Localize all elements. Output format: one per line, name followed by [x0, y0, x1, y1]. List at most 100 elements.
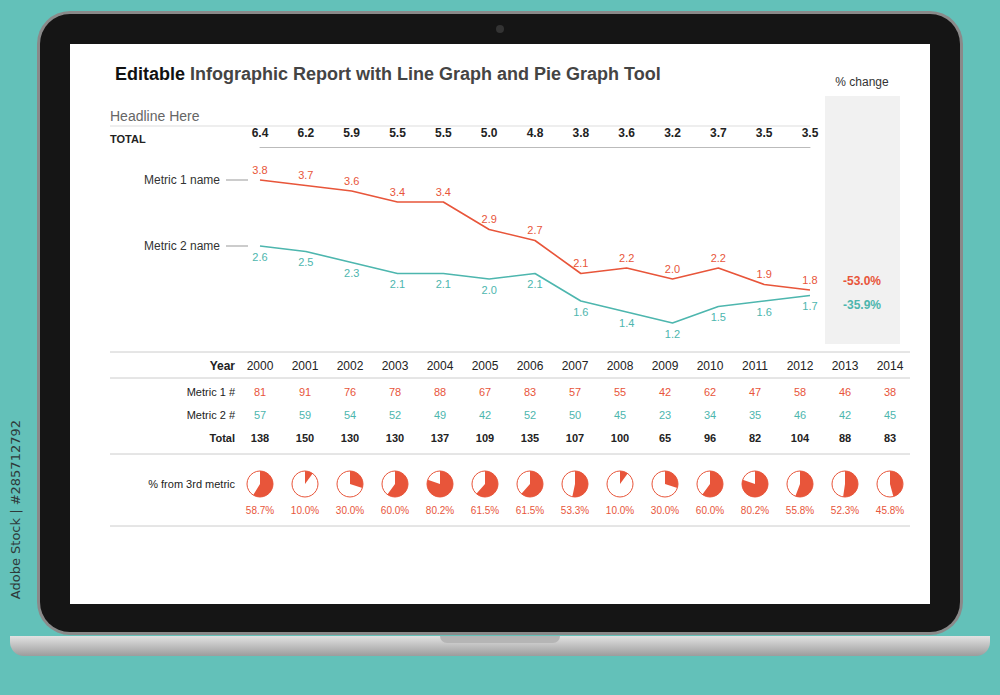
svg-text:2000: 2000: [247, 359, 274, 373]
svg-text:58: 58: [794, 386, 806, 398]
svg-text:3.6: 3.6: [618, 126, 635, 140]
svg-text:3.2: 3.2: [664, 126, 681, 140]
svg-text:Editable: Editable: [115, 64, 185, 84]
svg-text:54: 54: [344, 409, 356, 421]
svg-text:3.8: 3.8: [572, 126, 589, 140]
svg-text:2.1: 2.1: [527, 278, 542, 290]
svg-text:Metric 1 #: Metric 1 #: [187, 386, 236, 398]
svg-text:34: 34: [704, 409, 716, 421]
svg-text:78: 78: [389, 386, 401, 398]
svg-text:60.0%: 60.0%: [381, 505, 409, 516]
svg-text:1.9: 1.9: [757, 268, 772, 280]
svg-text:42: 42: [659, 386, 671, 398]
svg-text:130: 130: [341, 432, 359, 444]
svg-text:138: 138: [251, 432, 269, 444]
svg-text:TOTAL: TOTAL: [110, 133, 146, 145]
svg-text:1.6: 1.6: [757, 306, 772, 318]
svg-text:10.0%: 10.0%: [291, 505, 319, 516]
svg-text:49: 49: [434, 409, 446, 421]
svg-text:Metric 2 name: Metric 2 name: [144, 239, 220, 253]
svg-text:88: 88: [839, 432, 851, 444]
svg-text:1.7: 1.7: [802, 300, 817, 312]
svg-text:46: 46: [839, 386, 851, 398]
svg-text:3.7: 3.7: [298, 169, 313, 181]
svg-text:2011: 2011: [742, 359, 768, 373]
svg-text:59: 59: [299, 409, 311, 421]
svg-text:52: 52: [524, 409, 536, 421]
svg-text:42: 42: [479, 409, 491, 421]
svg-text:38: 38: [884, 386, 896, 398]
svg-text:42: 42: [839, 409, 851, 421]
svg-text:2005: 2005: [472, 359, 499, 373]
svg-text:107: 107: [566, 432, 584, 444]
svg-text:2.0: 2.0: [482, 284, 497, 296]
svg-text:96: 96: [704, 432, 716, 444]
svg-text:2.1: 2.1: [390, 278, 405, 290]
svg-text:6.4: 6.4: [252, 126, 269, 140]
svg-text:30.0%: 30.0%: [651, 505, 679, 516]
svg-text:100: 100: [611, 432, 629, 444]
svg-text:2010: 2010: [697, 359, 724, 373]
svg-text:2013: 2013: [832, 359, 859, 373]
svg-text:80.2%: 80.2%: [741, 505, 769, 516]
svg-text:2008: 2008: [607, 359, 634, 373]
svg-text:5.9: 5.9: [343, 126, 360, 140]
svg-text:Total: Total: [210, 432, 235, 444]
svg-text:5.0: 5.0: [481, 126, 498, 140]
svg-text:50: 50: [569, 409, 581, 421]
svg-text:2004: 2004: [427, 359, 454, 373]
svg-text:104: 104: [791, 432, 810, 444]
svg-text:82: 82: [749, 432, 761, 444]
svg-text:2.1: 2.1: [573, 257, 588, 269]
svg-text:135: 135: [521, 432, 539, 444]
svg-text:2.9: 2.9: [482, 213, 497, 225]
svg-text:150: 150: [296, 432, 314, 444]
svg-text:62: 62: [704, 386, 716, 398]
svg-text:2.2: 2.2: [711, 252, 726, 264]
svg-text:55: 55: [614, 386, 626, 398]
svg-text:91: 91: [299, 386, 311, 398]
svg-text:45.8%: 45.8%: [876, 505, 904, 516]
svg-text:2.2: 2.2: [619, 252, 634, 264]
svg-text:52: 52: [389, 409, 401, 421]
svg-text:2001: 2001: [292, 359, 319, 373]
svg-text:-35.9%: -35.9%: [843, 298, 881, 312]
svg-text:83: 83: [884, 432, 896, 444]
svg-text:47: 47: [749, 386, 761, 398]
svg-text:109: 109: [476, 432, 494, 444]
svg-text:65: 65: [659, 432, 671, 444]
svg-text:57: 57: [254, 409, 266, 421]
svg-text:83: 83: [524, 386, 536, 398]
svg-text:1.2: 1.2: [665, 328, 680, 340]
svg-text:2.7: 2.7: [527, 224, 542, 236]
svg-text:3.7: 3.7: [710, 126, 727, 140]
svg-text:57: 57: [569, 386, 581, 398]
svg-text:23: 23: [659, 409, 671, 421]
svg-text:1.4: 1.4: [619, 317, 634, 329]
svg-text:10.0%: 10.0%: [606, 505, 634, 516]
svg-text:% change: % change: [835, 75, 889, 89]
svg-text:55.8%: 55.8%: [786, 505, 814, 516]
svg-text:130: 130: [386, 432, 404, 444]
svg-text:2.3: 2.3: [344, 267, 359, 279]
svg-text:61.5%: 61.5%: [516, 505, 544, 516]
svg-text:4.8: 4.8: [527, 126, 544, 140]
svg-text:1.6: 1.6: [573, 306, 588, 318]
svg-text:6.2: 6.2: [297, 126, 314, 140]
svg-text:Metric 2 #: Metric 2 #: [187, 409, 236, 421]
svg-text:2006: 2006: [517, 359, 544, 373]
svg-text:3.4: 3.4: [436, 186, 451, 198]
svg-text:1.5: 1.5: [711, 311, 726, 323]
svg-text:2012: 2012: [787, 359, 814, 373]
svg-text:2002: 2002: [337, 359, 364, 373]
svg-text:76: 76: [344, 386, 356, 398]
svg-text:81: 81: [254, 386, 266, 398]
svg-text:Infographic Report with Line G: Infographic Report with Line Graph and P…: [190, 64, 661, 84]
svg-text:52.3%: 52.3%: [831, 505, 859, 516]
svg-text:30.0%: 30.0%: [336, 505, 364, 516]
svg-text:67: 67: [479, 386, 491, 398]
svg-text:Year: Year: [210, 359, 236, 373]
svg-text:5.5: 5.5: [389, 126, 406, 140]
svg-text:-53.0%: -53.0%: [843, 274, 881, 288]
svg-text:2.0: 2.0: [665, 263, 680, 275]
